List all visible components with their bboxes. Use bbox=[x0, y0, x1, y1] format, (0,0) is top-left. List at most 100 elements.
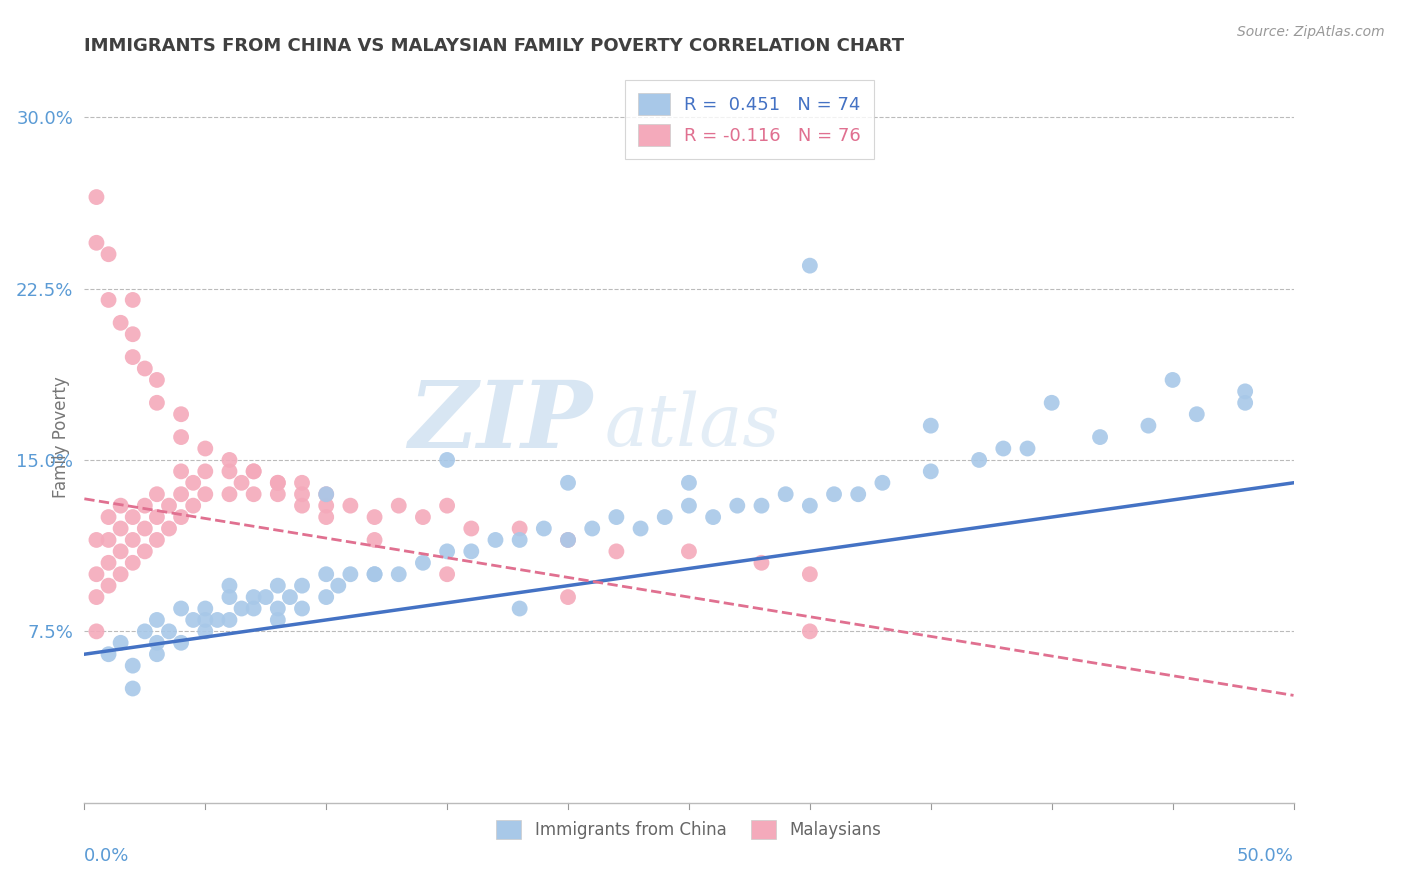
Point bbox=[146, 373, 169, 387]
Point bbox=[315, 487, 337, 501]
Point bbox=[121, 681, 143, 696]
Point bbox=[110, 567, 132, 582]
Point bbox=[110, 499, 132, 513]
Point bbox=[1234, 396, 1257, 410]
Point bbox=[267, 475, 290, 490]
Point bbox=[170, 510, 193, 524]
Point bbox=[121, 293, 143, 307]
Point bbox=[751, 499, 773, 513]
Point bbox=[1088, 430, 1111, 444]
Point bbox=[170, 636, 193, 650]
Point bbox=[86, 533, 108, 547]
Point bbox=[218, 464, 240, 478]
Point bbox=[557, 475, 579, 490]
Point bbox=[242, 590, 264, 604]
Point bbox=[157, 521, 180, 535]
Point bbox=[121, 533, 143, 547]
Point bbox=[799, 567, 821, 582]
Point bbox=[121, 510, 143, 524]
Point bbox=[181, 613, 204, 627]
Point bbox=[291, 601, 314, 615]
Point bbox=[86, 590, 108, 604]
Text: IMMIGRANTS FROM CHINA VS MALAYSIAN FAMILY POVERTY CORRELATION CHART: IMMIGRANTS FROM CHINA VS MALAYSIAN FAMIL… bbox=[84, 37, 904, 54]
Point bbox=[363, 567, 385, 582]
Point bbox=[97, 579, 120, 593]
Legend: Immigrants from China, Malaysians: Immigrants from China, Malaysians bbox=[489, 814, 889, 846]
Point bbox=[872, 475, 894, 490]
Point bbox=[134, 544, 156, 558]
Point bbox=[725, 499, 748, 513]
Point bbox=[134, 521, 156, 535]
Text: 0.0%: 0.0% bbox=[84, 847, 129, 864]
Point bbox=[388, 499, 411, 513]
Point bbox=[121, 350, 143, 364]
Point bbox=[799, 624, 821, 639]
Point bbox=[460, 521, 482, 535]
Point bbox=[267, 613, 290, 627]
Point bbox=[254, 590, 277, 604]
Point bbox=[242, 464, 264, 478]
Point bbox=[291, 475, 314, 490]
Point bbox=[315, 487, 337, 501]
Point bbox=[194, 487, 217, 501]
Point bbox=[678, 544, 700, 558]
Point bbox=[1137, 418, 1160, 433]
Point bbox=[146, 487, 169, 501]
Text: 50.0%: 50.0% bbox=[1237, 847, 1294, 864]
Point bbox=[436, 453, 458, 467]
Text: ZIP: ZIP bbox=[408, 377, 592, 467]
Y-axis label: Family Poverty: Family Poverty bbox=[52, 376, 70, 498]
Point bbox=[146, 647, 169, 661]
Point bbox=[110, 316, 132, 330]
Point bbox=[1185, 407, 1208, 421]
Point bbox=[97, 247, 120, 261]
Point bbox=[1234, 384, 1257, 399]
Point bbox=[363, 567, 385, 582]
Point bbox=[328, 579, 350, 593]
Point bbox=[97, 510, 120, 524]
Point bbox=[97, 556, 120, 570]
Point bbox=[436, 499, 458, 513]
Point bbox=[170, 464, 193, 478]
Point bbox=[218, 579, 240, 593]
Point bbox=[291, 499, 314, 513]
Point bbox=[967, 453, 990, 467]
Point bbox=[194, 613, 217, 627]
Point bbox=[146, 396, 169, 410]
Point bbox=[412, 510, 434, 524]
Point bbox=[1161, 373, 1184, 387]
Point bbox=[267, 487, 290, 501]
Point bbox=[170, 407, 193, 421]
Point bbox=[412, 556, 434, 570]
Point bbox=[278, 590, 301, 604]
Point bbox=[97, 647, 120, 661]
Point bbox=[363, 533, 385, 547]
Point bbox=[194, 464, 217, 478]
Point bbox=[181, 475, 204, 490]
Point bbox=[291, 579, 314, 593]
Point bbox=[267, 601, 290, 615]
Point bbox=[799, 499, 821, 513]
Point bbox=[315, 499, 337, 513]
Point bbox=[920, 418, 942, 433]
Point bbox=[146, 636, 169, 650]
Point bbox=[170, 601, 193, 615]
Point bbox=[170, 487, 193, 501]
Point bbox=[509, 601, 531, 615]
Point bbox=[146, 510, 169, 524]
Point bbox=[267, 475, 290, 490]
Point bbox=[654, 510, 676, 524]
Point bbox=[315, 590, 337, 604]
Point bbox=[775, 487, 797, 501]
Point bbox=[557, 590, 579, 604]
Point bbox=[218, 590, 240, 604]
Point bbox=[181, 499, 204, 513]
Point bbox=[436, 567, 458, 582]
Point bbox=[86, 567, 108, 582]
Text: Source: ZipAtlas.com: Source: ZipAtlas.com bbox=[1237, 25, 1385, 39]
Point bbox=[315, 567, 337, 582]
Point bbox=[146, 533, 169, 547]
Point bbox=[363, 510, 385, 524]
Text: atlas: atlas bbox=[605, 391, 780, 461]
Point bbox=[97, 533, 120, 547]
